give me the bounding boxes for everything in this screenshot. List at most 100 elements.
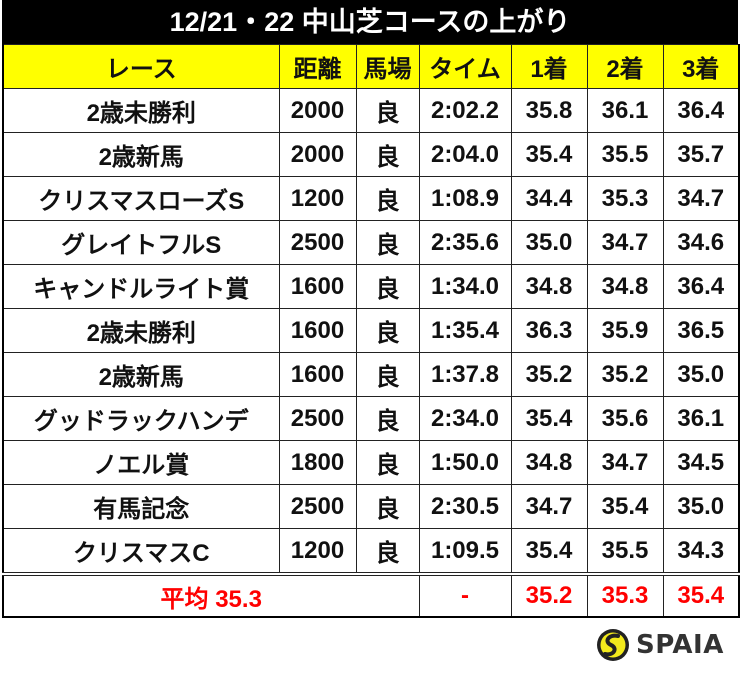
average-first: 35.2 — [510, 572, 588, 618]
cell-distance: 1800 — [278, 440, 357, 485]
average-row: 平均 35.3 - 35.2 35.3 35.4 — [2, 572, 740, 618]
cell-track-condition: 良 — [355, 132, 420, 177]
cell-first-place: 36.3 — [510, 308, 588, 353]
cell-race-name: 2歳未勝利 — [2, 308, 280, 353]
table-row: 2歳未勝利 1600 良 1:35.4 36.3 35.9 36.5 — [2, 308, 740, 353]
cell-first-place: 34.8 — [510, 440, 588, 485]
table-row: クリスマスC 1200 良 1:09.5 35.4 35.5 34.3 — [2, 528, 740, 575]
cell-third-place: 36.4 — [662, 88, 740, 133]
cell-third-place: 34.7 — [662, 176, 740, 221]
cell-second-place: 35.9 — [586, 308, 664, 353]
cell-third-place: 36.4 — [662, 264, 740, 309]
cell-track-condition: 良 — [355, 484, 420, 529]
cell-second-place: 34.8 — [586, 264, 664, 309]
cell-race-name: グッドラックハンデ — [2, 396, 280, 441]
cell-third-place: 34.5 — [662, 440, 740, 485]
cell-first-place: 35.4 — [510, 132, 588, 177]
cell-third-place: 35.7 — [662, 132, 740, 177]
spaia-logo-icon — [597, 629, 629, 661]
cell-time: 1:08.9 — [418, 176, 512, 221]
col-header-time: タイム — [418, 44, 512, 89]
cell-third-place: 34.3 — [662, 528, 740, 575]
table-row: 2歳新馬 1600 良 1:37.8 35.2 35.2 35.0 — [2, 352, 740, 397]
cell-third-place: 34.6 — [662, 220, 740, 265]
average-time: - — [418, 572, 512, 618]
cell-track-condition: 良 — [355, 352, 420, 397]
results-table-container: 12/21・22 中山芝コースの上がり レース 距離 馬場 タイム 1着 2着 … — [2, 0, 740, 618]
cell-distance: 2000 — [278, 132, 357, 177]
cell-race-name: 有馬記念 — [2, 484, 280, 529]
cell-first-place: 34.7 — [510, 484, 588, 529]
col-header-race: レース — [2, 44, 280, 89]
cell-time: 2:34.0 — [418, 396, 512, 441]
cell-race-name: 2歳新馬 — [2, 352, 280, 397]
col-header-first: 1着 — [510, 44, 588, 89]
table-row: ノエル賞 1800 良 1:50.0 34.8 34.7 34.5 — [2, 440, 740, 485]
cell-time: 1:34.0 — [418, 264, 512, 309]
table-title: 12/21・22 中山芝コースの上がり — [2, 0, 738, 44]
col-header-distance: 距離 — [278, 44, 357, 89]
cell-distance: 1600 — [278, 264, 357, 309]
cell-track-condition: 良 — [355, 396, 420, 441]
cell-track-condition: 良 — [355, 220, 420, 265]
spaia-logo-text: SPAIA — [636, 630, 724, 660]
cell-third-place: 36.1 — [662, 396, 740, 441]
cell-second-place: 35.5 — [586, 132, 664, 177]
average-third: 35.4 — [662, 572, 740, 618]
cell-race-name: 2歳新馬 — [2, 132, 280, 177]
cell-distance: 2500 — [278, 396, 357, 441]
cell-second-place: 35.5 — [586, 528, 664, 575]
cell-time: 2:30.5 — [418, 484, 512, 529]
cell-second-place: 35.6 — [586, 396, 664, 441]
cell-first-place: 34.8 — [510, 264, 588, 309]
cell-second-place: 36.1 — [586, 88, 664, 133]
table-row: キャンドルライト賞 1600 良 1:34.0 34.8 34.8 36.4 — [2, 264, 740, 309]
table-row: グッドラックハンデ 2500 良 2:34.0 35.4 35.6 36.1 — [2, 396, 740, 441]
cell-track-condition: 良 — [355, 528, 420, 575]
cell-race-name: クリスマスC — [2, 528, 280, 575]
col-header-third: 3着 — [662, 44, 740, 89]
cell-time: 2:35.6 — [418, 220, 512, 265]
cell-time: 1:50.0 — [418, 440, 512, 485]
cell-track-condition: 良 — [355, 176, 420, 221]
cell-time: 2:02.2 — [418, 88, 512, 133]
cell-race-name: クリスマスローズS — [2, 176, 280, 221]
cell-second-place: 35.3 — [586, 176, 664, 221]
cell-distance: 1200 — [278, 176, 357, 221]
cell-track-condition: 良 — [355, 440, 420, 485]
cell-time: 1:35.4 — [418, 308, 512, 353]
cell-first-place: 35.2 — [510, 352, 588, 397]
cell-first-place: 35.4 — [510, 528, 588, 575]
cell-track-condition: 良 — [355, 264, 420, 309]
cell-time: 1:09.5 — [418, 528, 512, 575]
cell-time: 1:37.8 — [418, 352, 512, 397]
cell-distance: 2500 — [278, 220, 357, 265]
cell-first-place: 35.4 — [510, 396, 588, 441]
spaia-logo: SPAIA — [596, 626, 726, 664]
cell-race-name: キャンドルライト賞 — [2, 264, 280, 309]
cell-third-place: 35.0 — [662, 484, 740, 529]
table-row: 2歳新馬 2000 良 2:04.0 35.4 35.5 35.7 — [2, 132, 740, 177]
cell-time: 2:04.0 — [418, 132, 512, 177]
cell-distance: 2000 — [278, 88, 357, 133]
cell-distance: 2500 — [278, 484, 357, 529]
cell-distance: 1200 — [278, 528, 357, 575]
cell-first-place: 35.8 — [510, 88, 588, 133]
cell-second-place: 35.4 — [586, 484, 664, 529]
cell-second-place: 34.7 — [586, 220, 664, 265]
cell-race-name: 2歳未勝利 — [2, 88, 280, 133]
average-second: 35.3 — [586, 572, 664, 618]
cell-track-condition: 良 — [355, 308, 420, 353]
col-header-second: 2着 — [586, 44, 664, 89]
cell-first-place: 35.0 — [510, 220, 588, 265]
cell-race-name: ノエル賞 — [2, 440, 280, 485]
header-row: レース 距離 馬場 タイム 1着 2着 3着 — [2, 44, 740, 89]
cell-distance: 1600 — [278, 308, 357, 353]
table-row: グレイトフルS 2500 良 2:35.6 35.0 34.7 34.6 — [2, 220, 740, 265]
cell-third-place: 35.0 — [662, 352, 740, 397]
cell-race-name: グレイトフルS — [2, 220, 280, 265]
cell-third-place: 36.5 — [662, 308, 740, 353]
table-row: クリスマスローズS 1200 良 1:08.9 34.4 35.3 34.7 — [2, 176, 740, 221]
average-label: 平均 35.3 — [2, 572, 420, 618]
cell-track-condition: 良 — [355, 88, 420, 133]
